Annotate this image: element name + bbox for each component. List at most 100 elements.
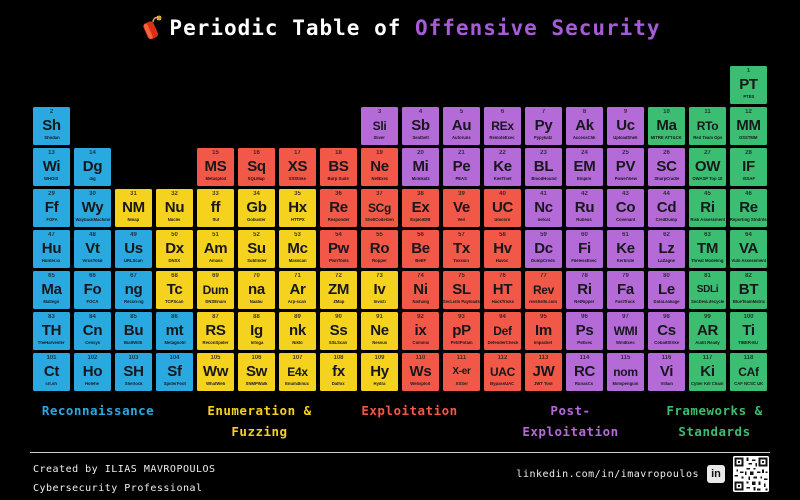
element-name: FOFA (45, 218, 58, 223)
element-name: NetExec (371, 177, 388, 182)
element-number: 30 (89, 191, 96, 197)
element-number: 22 (499, 150, 506, 156)
element-number: 50 (171, 232, 178, 238)
element-number: 10 (663, 109, 670, 115)
element-symbol: Ak (575, 117, 594, 134)
element-number: 9 (623, 109, 628, 115)
element-number: 60 (581, 232, 588, 238)
element-tile-hy: 109 Hy Hydra (361, 353, 398, 391)
element-number: 102 (87, 355, 98, 361)
element-symbol: Dx (165, 240, 184, 257)
element-number: 13 (48, 150, 55, 156)
legend-exploit: Exploitation (361, 403, 458, 418)
element-tile-fi: 60 Fi FilelessExec (566, 230, 603, 268)
element-name: ISSAF (742, 177, 755, 182)
element-name: FastTrack (615, 300, 636, 305)
element-name: Havoc (496, 259, 509, 264)
element-symbol: ZM (327, 281, 350, 298)
element-number: 112 (497, 355, 508, 361)
element-name: Masscan (288, 259, 307, 264)
element-tile-cd: 44 Cd CredDump (648, 189, 685, 227)
element-name: SpiderFoot (163, 382, 186, 387)
element-tile-sq: 16 Sq SQLMap (238, 148, 275, 186)
element-number: 38 (417, 191, 424, 197)
element-name: LaZagne (657, 259, 676, 264)
legend-enum: Enumeration & Fuzzing (207, 403, 312, 440)
element-tile-hu: 47 Hu Hunter.io (33, 230, 70, 268)
element-number: 32 (171, 191, 178, 197)
element-number: 117 (702, 355, 713, 361)
element-symbol: Bu (123, 322, 144, 339)
element-symbol: BS (328, 158, 349, 175)
element-name: Nuclei (168, 218, 181, 223)
element-tile-sf: 104 Sf SpiderFoot (156, 353, 193, 391)
element-tile-wi: 13 Wi WHOIS (33, 148, 70, 186)
element-tile-ne: 19 Ne NetExec (361, 148, 398, 186)
element-name: BeEF (415, 259, 426, 264)
element-tile-gb: 34 Gb Gobuster (238, 189, 275, 227)
element-symbol: REx (491, 118, 514, 133)
element-symbol: Ex (411, 199, 430, 216)
element-symbol: Sli (372, 118, 387, 133)
element-tile-scg: 37 SCg ShellCodeGen (361, 189, 398, 227)
element-symbol: Py (534, 117, 553, 134)
element-name: WaybackMachine (75, 218, 110, 223)
element-symbol: Hy (370, 363, 389, 380)
element-name: OWASP Top 10 (692, 177, 723, 182)
element-tile-if: 28 IF ISSAF (730, 148, 767, 186)
element-symbol: TM (696, 240, 719, 257)
element-number: 78 (581, 273, 588, 279)
element-name: FilelessExec (571, 259, 598, 264)
element-number: 48 (89, 232, 96, 238)
element-symbol: Vt (85, 240, 100, 257)
element-name: SecLists Payloads (443, 300, 480, 305)
element-tile-re: 36 Re Responder (320, 189, 357, 227)
element-name: Websploit (410, 382, 431, 387)
element-name: Pypykatz (534, 136, 553, 141)
footer-divider (30, 452, 770, 453)
element-symbol: Tx (453, 240, 470, 257)
element-number: 81 (704, 273, 711, 279)
element-symbol: mt (165, 322, 184, 339)
element-name: CredDump (655, 218, 678, 223)
firecracker-icon (143, 15, 162, 40)
linkedin-url[interactable]: linkedin.com/in/imavropoulos (516, 468, 699, 480)
element-symbol: BT (738, 281, 759, 298)
element-name: SNMPWalk (245, 382, 268, 387)
element-tile-ff: 29 Ff FOFA (33, 189, 70, 227)
element-symbol: Su (247, 240, 266, 257)
element-tile-ke: 22 Ke KeeThief (484, 148, 521, 186)
element-tile-ke: 61 Ke Kerbrute (607, 230, 644, 268)
element-number: 27 (704, 150, 711, 156)
element-symbol: Hu (41, 240, 62, 257)
element-number: 5 (459, 109, 464, 115)
element-symbol: RC (573, 363, 596, 380)
element-tile-ix: 92 ix Commix (402, 312, 439, 350)
element-number: 83 (48, 314, 55, 320)
element-symbol: Cs (657, 322, 676, 339)
element-symbol: Sf (167, 363, 182, 380)
element-name: DumpCreds (531, 259, 556, 264)
element-name: Kerbrute (616, 259, 635, 264)
element-name: BlueTeamMatrix (732, 300, 765, 305)
element-symbol: Ma (656, 117, 677, 134)
element-name: Sliver (373, 136, 386, 141)
element-number: 105 (210, 355, 221, 361)
element-tile-tm: 63 TM Threat Modeling (689, 230, 726, 268)
element-number: 51 (212, 232, 219, 238)
element-name: URLScan (124, 259, 143, 264)
element-tile-sl: 75 SL SecLists Payloads (443, 271, 480, 309)
qr-code (733, 456, 769, 492)
element-symbol: SC (656, 158, 677, 175)
element-number: 20 (417, 150, 424, 156)
element-tile-ww: 105 Ww WhatWeb (197, 353, 234, 391)
element-name: Metagoofil (164, 341, 185, 346)
element-tile-sw: 106 Sw SNMPWalk (238, 353, 275, 391)
element-name: Invicti (373, 300, 386, 305)
footer-links: linkedin.com/in/imavropoulos in (516, 456, 769, 492)
element-symbol: Au (451, 117, 472, 134)
element-tile-hv: 58 Hv Havoc (484, 230, 521, 268)
linkedin-icon[interactable]: in (707, 465, 725, 483)
element-symbol: SDLi (696, 283, 719, 295)
element-tile-su: 52 Su Subfinder (238, 230, 275, 268)
